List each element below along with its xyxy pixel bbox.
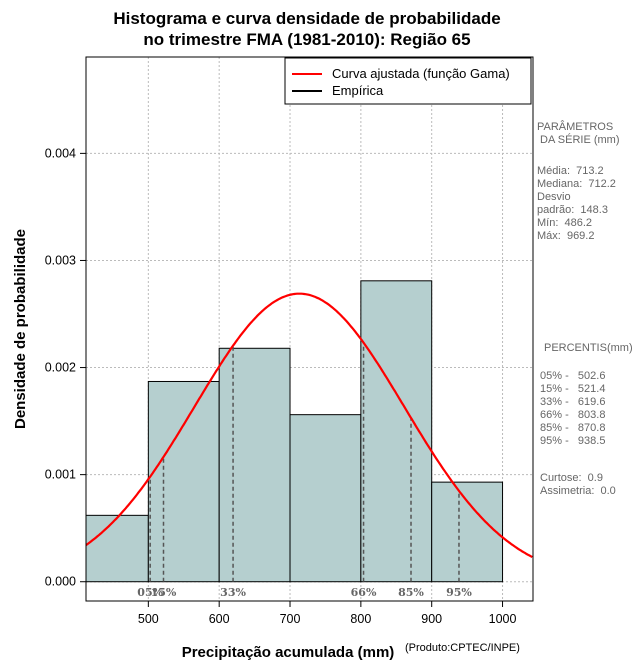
percentile-label: 66% bbox=[351, 586, 377, 599]
percentile-label: 95% bbox=[446, 586, 472, 599]
y-tick-label: 0.001 bbox=[45, 468, 76, 482]
legend-box bbox=[284, 57, 532, 105]
fitted-curve-group bbox=[86, 292, 533, 559]
product-credit: (Produto:CPTEC/INPE) bbox=[405, 642, 520, 654]
y-tick-label: 0.002 bbox=[45, 361, 76, 375]
histogram-bar bbox=[147, 380, 220, 583]
y-axis: 0.000 0.001 0.002 0.003 0.004 bbox=[45, 146, 86, 589]
percentiles-heading: PERCENTIS(mm) bbox=[544, 342, 633, 354]
percentile-label: 85% bbox=[398, 586, 424, 599]
y-tick-label: 0.000 bbox=[45, 575, 76, 589]
histogram-bars bbox=[85, 280, 504, 583]
percentile-label: 33% bbox=[220, 586, 246, 599]
chart-title-line2: no trimestre FMA (1981-2010): Região 65 bbox=[143, 30, 470, 49]
params-heading: PARÂMETROS DA SÉRIE (mm) bbox=[537, 121, 620, 146]
x-tick-label: 600 bbox=[209, 612, 230, 626]
percentiles-body: 05% - 502.6 15% - 521.4 33% - 619.6 66% … bbox=[540, 370, 606, 447]
plot-frame bbox=[85, 56, 534, 602]
histogram-bar bbox=[431, 481, 504, 583]
x-axis-title: Precipitação acumulada (mm) bbox=[182, 644, 395, 660]
y-axis-title: Densidade de probabilidade bbox=[12, 229, 29, 429]
x-tick-label: 900 bbox=[421, 612, 442, 626]
percentile-label: 05% bbox=[137, 586, 163, 599]
x-tick-label: 1000 bbox=[489, 612, 517, 626]
histogram-bar bbox=[85, 514, 149, 583]
legend-fit-label: Curva ajustada (função Gama) bbox=[332, 66, 510, 81]
histogram-bar bbox=[218, 347, 291, 583]
chart-title-line1: Histograma e curva densidade de probabil… bbox=[113, 9, 500, 28]
fitted-curve bbox=[86, 292, 533, 559]
y-tick-label: 0.004 bbox=[45, 146, 76, 160]
stats-body: Curtose: 0.9 Assimetria: 0.0 bbox=[540, 472, 616, 497]
x-axis: 500 600 700 800 900 1000 bbox=[138, 601, 517, 626]
x-tick-label: 700 bbox=[280, 612, 301, 626]
percentile-lines bbox=[149, 342, 460, 582]
legend-empirical-label: Empírica bbox=[332, 83, 384, 98]
x-tick-label: 500 bbox=[138, 612, 159, 626]
params-body: Média: 713.2 Mediana: 712.2 Desvio padrã… bbox=[537, 165, 616, 242]
legend: Curva ajustada (função Gama) Empírica bbox=[284, 57, 532, 105]
percentile-labels: 05%15% 33% 66% 85% 95% bbox=[137, 586, 472, 599]
percentile-label: 15% bbox=[151, 586, 177, 599]
y-tick-label: 0.003 bbox=[45, 253, 76, 267]
histogram-bar bbox=[360, 280, 433, 583]
histogram-bar bbox=[289, 414, 362, 583]
x-tick-label: 800 bbox=[350, 612, 371, 626]
